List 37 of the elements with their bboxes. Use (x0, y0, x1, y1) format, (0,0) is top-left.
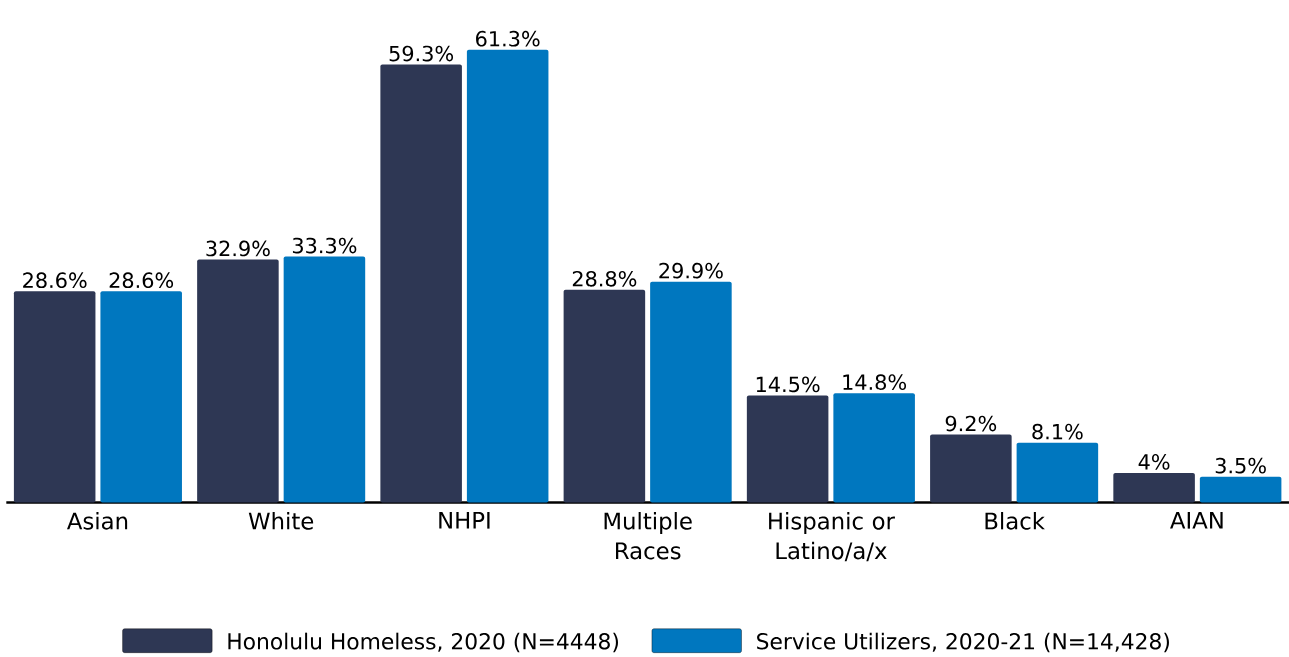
bar (746, 395, 829, 503)
bar (466, 49, 549, 503)
data-label: 14.8% (843, 374, 907, 391)
bar (563, 289, 646, 503)
data-label: 28.8% (572, 271, 637, 287)
bar (650, 281, 732, 503)
bar (283, 256, 366, 503)
bar (1113, 473, 1195, 503)
bar (100, 291, 182, 503)
data-label: 28.6% (109, 272, 174, 289)
legend-label: Service Utilizers, 2020-21 (N=14,428) (757, 632, 1169, 653)
bar (833, 393, 915, 503)
data-label: 3.5% (1215, 457, 1266, 474)
data-label: 32.9% (206, 240, 270, 257)
data-label: 8.1% (1032, 423, 1083, 440)
data-label: 9.2% (945, 415, 997, 432)
x-tick-label: White (248, 512, 314, 530)
legend-label: Honolulu Homeless, 2020 (N=4448) (228, 632, 619, 653)
bar (197, 259, 279, 503)
x-tick-label: Black (985, 512, 1045, 530)
x-tick-label: AIAN (1170, 512, 1223, 529)
bar (380, 64, 462, 503)
data-label: 29.9% (659, 262, 723, 279)
bar (1016, 442, 1099, 503)
x-tick-label: Asian (66, 512, 128, 530)
data-label: 59.3% (389, 45, 454, 62)
x-tick-label: NHPI (439, 512, 490, 529)
data-label: 61.3% (476, 30, 540, 47)
bar (930, 434, 1012, 503)
data-label: 14.5% (756, 376, 820, 393)
data-label: 33.3% (292, 237, 357, 254)
x-tick-label: Multiple Races (604, 512, 692, 560)
bar (13, 291, 96, 503)
data-label: 28.6% (23, 272, 87, 289)
bar (1199, 476, 1282, 503)
x-tick-label: Hispanic or Latino/a/x (769, 512, 895, 562)
data-label: 4% (1138, 454, 1170, 470)
